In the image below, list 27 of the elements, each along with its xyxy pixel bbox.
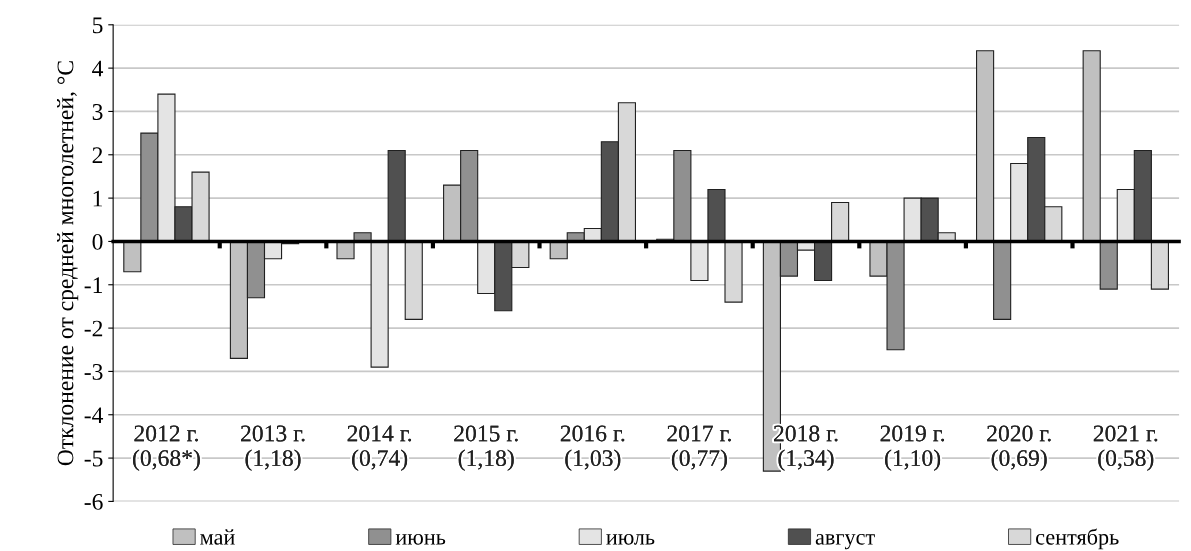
- x-tick-label: 2012 г. (0,68*): [133, 425, 200, 471]
- x-tick-label: 2015 г. (1,18): [454, 425, 518, 471]
- y-tick-label: 3: [92, 104, 103, 120]
- legend-label: май: [200, 529, 235, 545]
- y-tick-label: -1: [84, 277, 103, 293]
- y-tick-label: -6: [84, 493, 103, 510]
- x-tick-label: 2016 г. (1,03): [560, 425, 625, 471]
- y-axis-title: Отклонение от средней многолетней, °С: [57, 61, 79, 466]
- y-tick-label: -4: [84, 407, 104, 423]
- legend-label: июль: [606, 533, 655, 545]
- x-tick-label: 2013 г. (1,18): [241, 425, 305, 471]
- y-tick-label: 1: [93, 190, 103, 207]
- x-tick-label: 2020 г. (0,69): [987, 425, 1051, 471]
- legend-label: сентябрь: [1036, 528, 1119, 550]
- legend-label: июнь: [395, 533, 446, 545]
- x-tick-label: 2021 г. (0,58): [1093, 425, 1158, 471]
- x-tick-label: 2014 г. (0,74): [347, 425, 412, 471]
- y-tick-label: 2: [92, 147, 103, 163]
- y-tick-label: 4: [92, 60, 104, 77]
- x-tick-label: 2017 г. (0,77): [667, 425, 731, 471]
- y-tick-label: -3: [84, 363, 103, 380]
- y-tick-label: -2: [84, 320, 103, 337]
- x-tick-label: 2019 г. (1,10): [880, 425, 945, 471]
- y-tick-label: 5: [92, 17, 103, 34]
- legend-label: август: [815, 533, 875, 550]
- y-tick-label: 0: [92, 233, 103, 250]
- y-tick-label: -5: [84, 450, 103, 467]
